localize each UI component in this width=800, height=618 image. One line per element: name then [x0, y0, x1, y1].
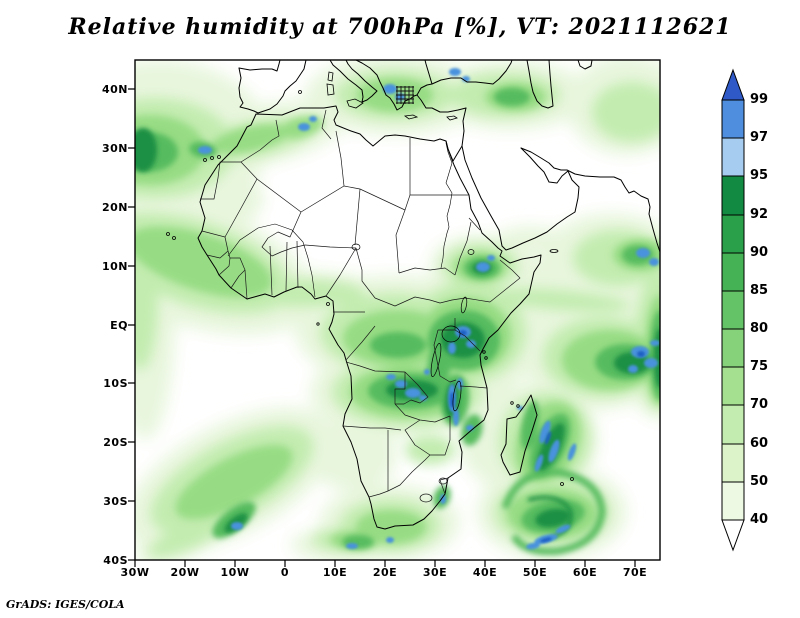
lon-tick-10W: 10W	[220, 566, 250, 579]
colorbar-label-85: 85	[750, 283, 769, 298]
colorbar-box-92-95	[721, 175, 745, 216]
lon-tick-40E: 40E	[472, 566, 498, 579]
colorbar-box-90-92	[721, 214, 745, 254]
lat-tick-30S: 30S	[103, 495, 128, 508]
humidity-field	[135, 60, 660, 560]
colorbar-label-95: 95	[750, 168, 769, 183]
colorbar-label-50: 50	[750, 474, 769, 489]
lat-tick-30N: 30N	[101, 142, 128, 155]
colorbar-label-60: 60	[750, 436, 769, 451]
colorbar-label-70: 70	[750, 397, 769, 412]
colorbar-arrow-top	[721, 68, 745, 101]
lakes	[351, 243, 475, 412]
grads-credit: GrADS: IGES/COLA	[6, 598, 125, 611]
axis-ticks-left	[128, 88, 135, 561]
lat-tick-40N: 40N	[101, 83, 128, 96]
colorbar-box-95-97	[721, 137, 745, 177]
lon-tick-50E: 50E	[522, 566, 548, 579]
lon-tick-0: 0	[280, 566, 290, 579]
colorbar-label-99: 99	[750, 92, 769, 107]
lat-tick-10N: 10N	[101, 260, 128, 273]
axis-ticks-bottom	[134, 560, 636, 567]
colorbar-label-75: 75	[750, 359, 769, 374]
map-linework	[166, 60, 660, 530]
colorbar-box-80-85	[721, 290, 745, 330]
colorbar-box-50-60	[721, 443, 745, 483]
lon-tick-30E: 30E	[422, 566, 448, 579]
islands	[166, 71, 574, 486]
lat-tick-10S: 10S	[103, 377, 128, 390]
dense-contour-hatch	[396, 86, 414, 104]
colorbar-box-85-90	[721, 252, 745, 292]
lon-tick-10E: 10E	[322, 566, 348, 579]
rivers	[227, 142, 453, 298]
colorbar-label-90: 90	[750, 245, 769, 260]
lon-tick-20W: 20W	[170, 566, 200, 579]
colorbar-box-60-70	[721, 404, 745, 445]
colorbar-label-92: 92	[750, 207, 769, 222]
colorbar-box-97-99	[721, 99, 745, 139]
lon-tick-70E: 70E	[622, 566, 648, 579]
lat-tick-EQ: EQ	[110, 319, 128, 332]
coastlines	[197, 60, 660, 530]
lat-tick-20S: 20S	[103, 436, 128, 449]
colorbar	[721, 68, 745, 552]
lat-tick-40S: 40S	[103, 554, 128, 567]
colorbar-label-97: 97	[750, 130, 769, 145]
lat-tick-20N: 20N	[101, 201, 128, 214]
lon-tick-60E: 60E	[572, 566, 598, 579]
colorbar-box-40-50	[721, 481, 745, 521]
lon-tick-30W: 30W	[120, 566, 150, 579]
colorbar-arrow-bottom	[721, 519, 745, 552]
colorbar-box-70-75	[721, 366, 745, 406]
lon-tick-20E: 20E	[372, 566, 398, 579]
chart-title: Relative humidity at 700hPa [%], VT: 202…	[68, 14, 732, 40]
colorbar-label-80: 80	[750, 321, 769, 336]
country-borders	[200, 109, 521, 503]
colorbar-label-40: 40	[750, 512, 769, 527]
plot-frame	[134, 59, 661, 561]
colorbar-box-75-80	[721, 328, 745, 368]
